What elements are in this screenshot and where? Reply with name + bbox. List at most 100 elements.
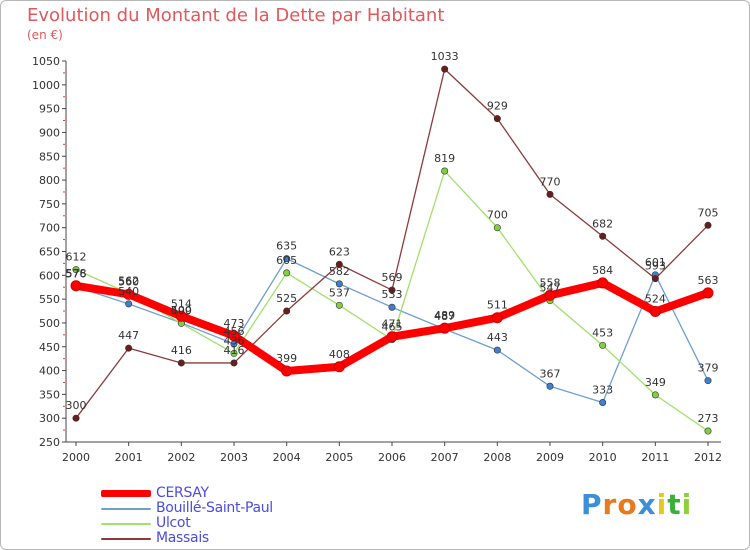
data-point [599, 341, 607, 349]
data-point [597, 277, 609, 289]
x-tick-label: 2009 [536, 451, 564, 464]
data-label: 487 [434, 310, 455, 323]
data-label: 456 [224, 325, 245, 338]
y-tick-label: 600 [39, 269, 60, 282]
x-tick-label: 2002 [167, 451, 195, 464]
data-label: 533 [382, 288, 403, 301]
data-point [599, 398, 607, 406]
data-label: 605 [276, 254, 297, 267]
data-point [335, 280, 343, 288]
data-point [386, 331, 398, 343]
data-point [230, 349, 238, 357]
data-point [333, 361, 345, 373]
data-point [388, 286, 396, 294]
data-label: 582 [329, 265, 350, 278]
data-point [125, 300, 133, 308]
data-label: 560 [118, 275, 139, 288]
y-tick-label: 250 [39, 436, 60, 449]
logo-letter: r [602, 488, 618, 521]
proxiti-logo: Proxiti [581, 488, 692, 521]
x-tick-label: 2005 [325, 451, 353, 464]
data-point [439, 322, 451, 334]
y-tick-label: 1050 [32, 55, 60, 68]
data-point [493, 115, 501, 123]
x-tick-label: 2006 [378, 451, 406, 464]
x-tick-label: 2012 [694, 451, 722, 464]
series-line-massais [75, 68, 709, 419]
data-label: 682 [592, 217, 613, 230]
data-point [704, 221, 712, 229]
y-tick-label: 750 [39, 198, 60, 211]
y-tick-label: 700 [39, 222, 60, 235]
data-point [704, 377, 712, 385]
data-point [544, 289, 556, 301]
data-point [546, 382, 554, 390]
data-label: 416 [171, 344, 192, 357]
y-tick-label: 450 [39, 341, 60, 354]
data-point [283, 269, 291, 277]
data-point [335, 301, 343, 309]
x-tick-label: 2010 [589, 451, 617, 464]
chart-legend: CERSAY Bouillé-Saint-Paul Ulcot Massais [101, 485, 321, 547]
data-label: 408 [329, 348, 350, 361]
data-label: 525 [276, 292, 297, 305]
data-label: 500 [171, 304, 192, 317]
data-point [123, 288, 135, 300]
data-label: 1033 [431, 50, 459, 63]
y-tick-label: 550 [39, 293, 60, 306]
data-label: 514 [171, 297, 192, 310]
chart-title: Evolution du Montant de la Dette par Hab… [27, 5, 445, 26]
data-label: 300 [66, 399, 87, 412]
y-tick-label: 350 [39, 388, 60, 401]
legend-swatch [101, 538, 151, 540]
data-point [335, 260, 343, 268]
data-label: 416 [224, 344, 245, 357]
y-tick-label: 300 [39, 412, 60, 425]
data-label: 511 [487, 299, 508, 312]
data-point [651, 275, 659, 283]
data-point [281, 365, 293, 377]
x-tick-label: 2001 [115, 451, 143, 464]
y-tick-label: 850 [39, 150, 60, 163]
logo-letter: o [617, 488, 638, 521]
data-label: 436 [224, 334, 245, 347]
logo-letter: i [656, 488, 668, 521]
logo-letter: t [667, 488, 682, 521]
data-point [651, 391, 659, 399]
data-label: 453 [592, 326, 613, 339]
data-label: 578 [66, 267, 87, 280]
legend-swatch [101, 508, 151, 510]
data-label: 367 [540, 367, 561, 380]
data-label: 547 [540, 282, 561, 295]
y-tick-label: 900 [39, 126, 60, 139]
data-point [175, 310, 187, 322]
y-tick-label: 650 [39, 246, 60, 259]
data-point [72, 266, 80, 274]
data-point [493, 346, 501, 354]
data-point [388, 303, 396, 311]
data-point [491, 312, 503, 324]
data-label: 569 [382, 271, 403, 284]
data-label: 443 [487, 331, 508, 344]
data-point [649, 306, 661, 318]
data-point [230, 359, 238, 367]
legend-item: CERSAY [101, 485, 321, 502]
legend-swatch [101, 523, 151, 525]
data-label: 623 [329, 245, 350, 258]
data-point [72, 414, 80, 422]
data-label: 601 [645, 256, 666, 269]
x-tick-label: 2011 [641, 451, 669, 464]
data-label: 563 [698, 274, 719, 287]
data-label: 349 [645, 376, 666, 389]
x-tick-label: 2000 [62, 451, 90, 464]
data-label: 333 [592, 383, 613, 396]
data-label: 473 [224, 317, 245, 330]
chart-subtitle: (en €) [27, 28, 63, 42]
data-label: 273 [698, 412, 719, 425]
legend-label: Ulcot [156, 515, 191, 531]
data-label: 819 [434, 152, 455, 165]
data-point [70, 280, 82, 292]
data-label: 465 [382, 321, 403, 334]
data-label: 558 [540, 276, 561, 289]
